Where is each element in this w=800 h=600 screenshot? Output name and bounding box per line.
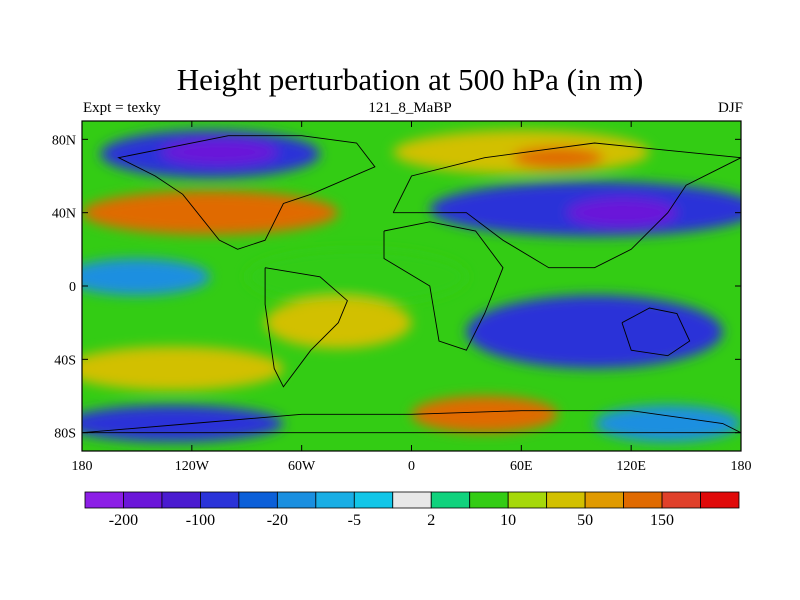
colorbar-label: 150 <box>650 512 674 529</box>
colorbar-swatch <box>123 491 163 509</box>
field-purple-asia-40n <box>567 198 677 228</box>
colorbar-swatch <box>200 491 240 509</box>
colorbar-swatch <box>353 491 394 509</box>
x-tick-label: 120E <box>616 459 646 474</box>
antarctica-outline <box>82 410 741 434</box>
colorbar-swatch <box>700 491 740 509</box>
colorbar-label: 10 <box>500 512 516 529</box>
field-orange-atlantic-40n <box>155 201 302 231</box>
y-tick-label: 80N <box>52 133 76 148</box>
y-tick-label: 0 <box>69 280 76 295</box>
x-tick-label: 0 <box>408 459 415 474</box>
x-tick-label: 180 <box>731 459 752 474</box>
colorbar-swatch <box>546 491 586 509</box>
x-tick-label: 60E <box>510 459 533 474</box>
y-tick-label: 80S <box>54 427 76 442</box>
field-orange-africa-south <box>411 396 558 433</box>
africa-outline <box>383 221 504 351</box>
colorbar-swatch <box>661 491 701 509</box>
colorbar-swatch <box>430 491 471 509</box>
colorbar-label: 2 <box>427 512 435 529</box>
run-label: 121_8_MaBP <box>368 100 452 116</box>
colorbar-swatch <box>276 491 317 509</box>
field-blue-equator-pacific <box>82 258 211 296</box>
colorbar-label: -5 <box>348 512 361 529</box>
field-blue-core-pacific-n <box>160 139 278 166</box>
field-green-equator <box>246 249 467 305</box>
colorbar-swatch <box>623 491 663 509</box>
colorbar-label: 50 <box>577 512 593 529</box>
colorbar-swatch <box>315 491 355 509</box>
colorbar-label: -20 <box>267 512 288 529</box>
colorbar-swatch <box>584 491 624 509</box>
field-blue-indian-south <box>466 295 723 369</box>
season-label: DJF <box>717 100 743 116</box>
field-blue-southern-ocean <box>82 405 284 442</box>
north-america-outline <box>117 135 376 250</box>
experiment-label: Expt = texky <box>83 100 161 116</box>
colorbar-swatch <box>392 491 432 509</box>
colorbar-label: -200 <box>109 512 138 529</box>
x-tick-label: 120W <box>175 459 210 474</box>
x-tick-label: 60W <box>288 459 316 474</box>
x-tick-label: 180 <box>72 459 93 474</box>
colorbar-swatch <box>84 491 124 509</box>
south-america-outline <box>264 267 348 388</box>
colorbar-swatch <box>238 491 278 509</box>
field-orange-siberia-75n <box>512 146 604 169</box>
field-yellow-south-pacific <box>82 346 284 391</box>
colorbar-swatch <box>507 491 548 509</box>
y-tick-label: 40S <box>54 353 76 368</box>
colorbar-swatch <box>469 491 509 509</box>
eurasia-outline <box>392 142 741 269</box>
australia-outline <box>621 307 691 357</box>
y-tick-label: 40N <box>52 207 76 222</box>
chart-title: Height perturbation at 500 hPa (in m) <box>176 62 644 97</box>
colorbar-swatch <box>161 491 201 509</box>
colorbar-label: -100 <box>186 512 215 529</box>
